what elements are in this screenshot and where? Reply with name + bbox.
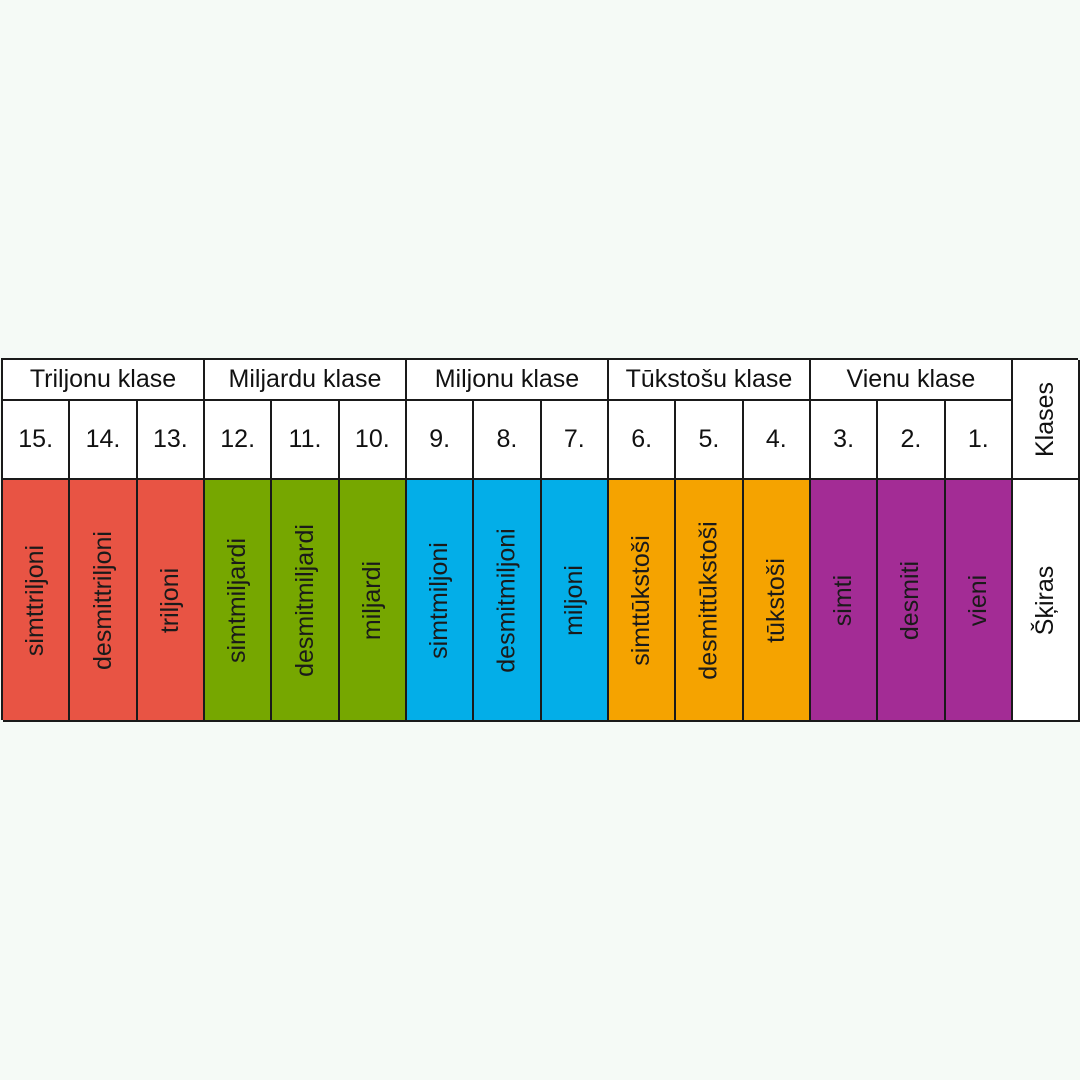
digit-place-name: miljardi xyxy=(357,560,386,640)
position-number: 9. xyxy=(406,401,475,480)
digit-place-name: desmitmiljoni xyxy=(492,527,521,673)
digit-place-name: vieni xyxy=(963,574,992,626)
class-header-trillions: Triljonu klase xyxy=(3,360,205,401)
position-number: 6. xyxy=(608,401,677,480)
digit-place-name: triljoni xyxy=(155,567,184,633)
digit-place-cell: desmiti xyxy=(878,480,946,722)
digit-place-cell: miljardi xyxy=(339,480,407,722)
place-value-table: Triljonu klase Miljardu klase Miljonu kl… xyxy=(1,358,1080,722)
digit-place-cell: simttūkstoši xyxy=(608,480,677,722)
position-number: 14. xyxy=(70,401,138,480)
digit-place-name: tūkstoši xyxy=(761,557,790,643)
class-header-units: Vienu klase xyxy=(810,360,1013,401)
digit-place-cell: simtmiljoni xyxy=(406,480,475,722)
digit-place-name: simttriljoni xyxy=(21,544,50,656)
classes-row-label: Klases xyxy=(1012,360,1080,480)
digit-place-name: simtmiljoni xyxy=(425,541,454,659)
position-number: 10. xyxy=(339,401,407,480)
digit-place-cell: triljoni xyxy=(137,480,205,722)
digit-place-name: desmiti xyxy=(896,560,925,640)
digit-place-name: desmittriljoni xyxy=(88,530,117,670)
class-header-millions: Miljonu klase xyxy=(406,360,609,401)
class-header-thousands: Tūkstošu klase xyxy=(608,360,811,401)
digit-place-name: miljoni xyxy=(559,564,588,636)
digit-place-cell: miljoni xyxy=(541,480,609,722)
digit-place-cell: desmittūkstoši xyxy=(676,480,744,722)
position-number: 5. xyxy=(676,401,744,480)
position-number: 12. xyxy=(204,401,273,480)
position-number: 4. xyxy=(743,401,811,480)
position-number: 7. xyxy=(541,401,609,480)
digits-label-text: Šķiras xyxy=(1030,565,1059,635)
digit-place-name: desmitmiljardi xyxy=(290,523,319,677)
position-number: 15. xyxy=(3,401,71,480)
digits-row-label: Šķiras xyxy=(1012,480,1080,722)
class-header-billions: Miljardu klase xyxy=(204,360,407,401)
digit-place-cell: desmitmiljardi xyxy=(272,480,340,722)
digit-place-cell: simttriljoni xyxy=(3,480,71,722)
position-number: 11. xyxy=(272,401,340,480)
digit-place-name: desmittūkstoši xyxy=(694,520,723,680)
digit-place-cell: desmitmiljoni xyxy=(474,480,542,722)
digit-place-cell: vieni xyxy=(945,480,1013,722)
position-number: 8. xyxy=(474,401,542,480)
digit-place-cell: desmittriljoni xyxy=(70,480,138,722)
digit-place-name: simttūkstoši xyxy=(627,534,656,666)
position-number: 1. xyxy=(945,401,1013,480)
position-number: 3. xyxy=(810,401,879,480)
classes-label-text: Klases xyxy=(1030,381,1059,457)
digit-place-name: simti xyxy=(829,574,858,626)
digit-place-cell: simtmiljardi xyxy=(204,480,273,722)
position-number: 13. xyxy=(137,401,205,480)
digit-place-name: simtmiljardi xyxy=(223,537,252,663)
digit-place-cell: simti xyxy=(810,480,879,722)
digit-place-cell: tūkstoši xyxy=(743,480,811,722)
position-number: 2. xyxy=(878,401,946,480)
